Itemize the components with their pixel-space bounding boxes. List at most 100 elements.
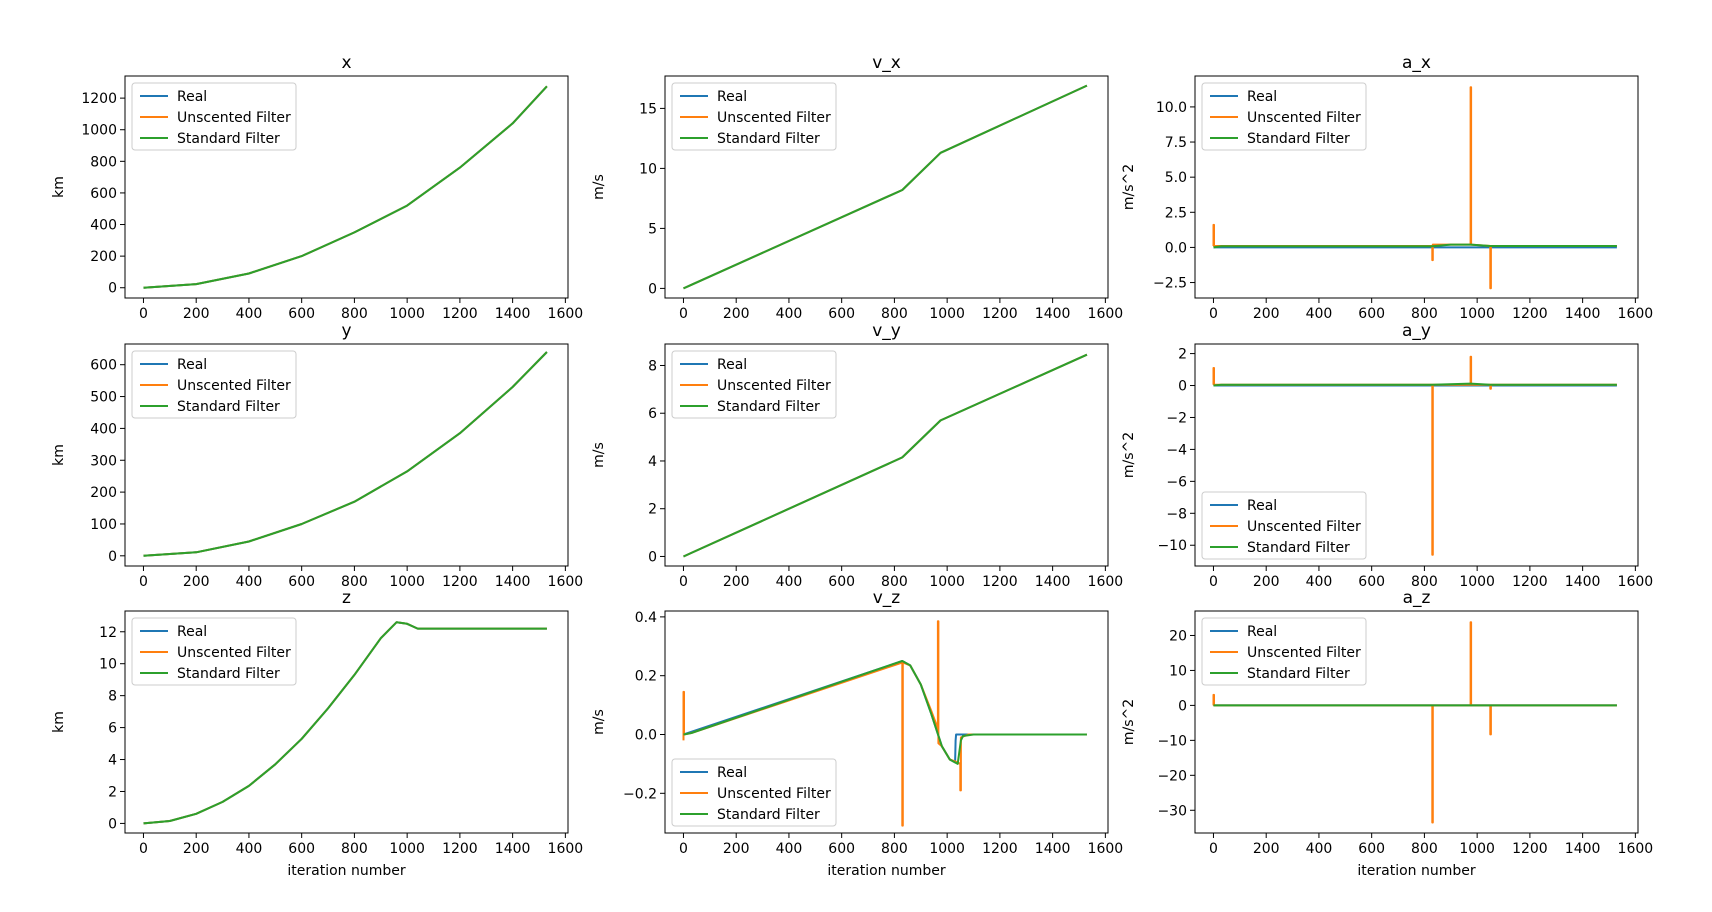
y-tick-label: 1000 (81, 123, 117, 139)
subplot-3: a_x 0 200 400 600 800 1000 1200 1400 1600 −2.5 0.0 2… (1121, 53, 1653, 322)
x-axis-label: iteration number (827, 863, 945, 879)
axes-frame (1194, 343, 1639, 567)
x-tick-label: 0 (1209, 841, 1218, 857)
y-axis-label: m/s^2 (1121, 699, 1137, 745)
legend: Real Unscented Filter Standard Filter (131, 617, 297, 686)
y-tick-label: 6 (648, 406, 657, 422)
x-tick-label: 400 (776, 841, 803, 857)
subplot-title: y (341, 321, 351, 341)
x-tick-label: 1000 (1459, 841, 1495, 857)
x-tick-label: 1200 (982, 306, 1018, 322)
y-tick-label: 500 (90, 390, 117, 406)
series-line-3 (683, 84, 1088, 290)
x-tick-label: 0 (679, 306, 688, 322)
x-tick-label: 600 (288, 574, 315, 590)
x-tick-label: 0 (679, 841, 688, 857)
y-tick-label: 200 (90, 249, 117, 265)
legend-frame (131, 617, 297, 686)
x-tick-label: 600 (288, 841, 315, 857)
x-tick-label: 1600 (548, 306, 584, 322)
y-tick-label: 2 (1178, 347, 1187, 363)
y-tick-label: 10 (1169, 663, 1187, 679)
legend-label-1: Real (177, 357, 207, 373)
subplot-title: v_x (872, 53, 901, 73)
y-axis-label: km (51, 444, 67, 466)
legend-label-2: Unscented Filter (177, 645, 291, 661)
legend-frame (1201, 491, 1367, 560)
subplot-title: a_z (1403, 588, 1431, 608)
axes-frame (124, 75, 569, 299)
x-tick-label: 1000 (389, 841, 425, 857)
legend: Real Unscented Filter Standard Filter (131, 350, 297, 419)
legend-label-1: Real (1247, 624, 1277, 640)
y-tick-label: 0.2 (635, 669, 657, 685)
subplot-title: v_y (872, 321, 901, 341)
x-tick-label: 1400 (495, 306, 531, 322)
y-tick-label: 4 (108, 753, 117, 769)
x-tick-label: 1000 (389, 306, 425, 322)
y-tick-label: −10 (1157, 733, 1187, 749)
subplot-2: v_x 0 200 400 600 800 1000 1200 1400 1600 0 5 10 15 m/… (591, 53, 1123, 322)
legend-label-2: Unscented Filter (717, 378, 831, 394)
y-tick-label: 200 (90, 485, 117, 501)
x-tick-label: 1600 (1618, 574, 1654, 590)
x-tick-label: 1400 (1565, 841, 1601, 857)
x-tick-label: 800 (881, 841, 908, 857)
y-tick-label: 4 (648, 454, 657, 470)
y-tick-label: 2 (108, 784, 117, 800)
legend-label-2: Unscented Filter (1247, 645, 1361, 661)
legend: Real Unscented Filter Standard Filter (131, 82, 297, 151)
series-line-3 (143, 85, 548, 289)
y-axis-label: m/s (591, 442, 607, 468)
subplot-title: z (342, 588, 351, 608)
y-tick-label: 0.0 (635, 727, 657, 743)
x-tick-label: 200 (1253, 841, 1280, 857)
y-tick-label: −8 (1166, 506, 1187, 522)
x-tick-label: 200 (723, 574, 750, 590)
x-tick-label: 600 (288, 306, 315, 322)
x-tick-label: 1400 (1565, 574, 1601, 590)
x-tick-label: 1600 (548, 841, 584, 857)
y-tick-label: 0.4 (635, 610, 657, 626)
x-tick-label: 400 (1306, 574, 1333, 590)
y-tick-label: 12 (99, 625, 117, 641)
x-tick-label: 800 (341, 841, 368, 857)
x-tick-label: 400 (776, 574, 803, 590)
x-tick-label: 1200 (982, 574, 1018, 590)
x-tick-label: 0 (1209, 574, 1218, 590)
legend-label-2: Unscented Filter (1247, 110, 1361, 126)
y-tick-label: 2 (648, 502, 657, 518)
y-tick-label: −4 (1166, 442, 1187, 458)
legend: Real Unscented Filter Standard Filter (671, 350, 837, 419)
x-tick-label: 800 (881, 574, 908, 590)
subplot-title: a_y (1402, 321, 1431, 341)
x-tick-label: 1600 (1618, 306, 1654, 322)
legend-label-3: Standard Filter (177, 666, 280, 682)
axes-frame (664, 343, 1109, 567)
subplot-5: v_y 0 200 400 600 800 1000 1200 1400 1600 0 2 4 6 8 m/s… (591, 321, 1123, 590)
x-tick-label: 0 (1209, 306, 1218, 322)
y-tick-label: 7.5 (1165, 135, 1187, 151)
x-tick-label: 0 (139, 306, 148, 322)
series-line-3 (1213, 243, 1617, 249)
x-tick-label: 600 (1358, 574, 1385, 590)
y-tick-label: 0 (648, 549, 657, 565)
subplot-title: a_x (1402, 53, 1431, 73)
legend-label-2: Unscented Filter (1247, 519, 1361, 535)
y-tick-label: 0.0 (1165, 240, 1187, 256)
x-tick-label: 1400 (495, 841, 531, 857)
legend: Real Unscented Filter Standard Filter (1201, 617, 1367, 686)
axes-frame (124, 610, 569, 834)
y-tick-label: −2.5 (1153, 276, 1187, 292)
x-tick-label: 400 (236, 306, 263, 322)
x-tick-label: 1600 (1088, 574, 1124, 590)
x-tick-label: 200 (1253, 306, 1280, 322)
y-tick-label: 0 (1178, 698, 1187, 714)
subplot-title: x (341, 53, 351, 73)
legend: Real Unscented Filter Standard Filter (671, 82, 837, 151)
x-tick-label: 200 (183, 306, 210, 322)
x-tick-label: 400 (236, 841, 263, 857)
subplot-8: v_z 0 200 400 600 800 1000 1200 1400 1600 −0.2 0.0 0… (591, 588, 1123, 879)
series-line-3 (683, 660, 1087, 765)
